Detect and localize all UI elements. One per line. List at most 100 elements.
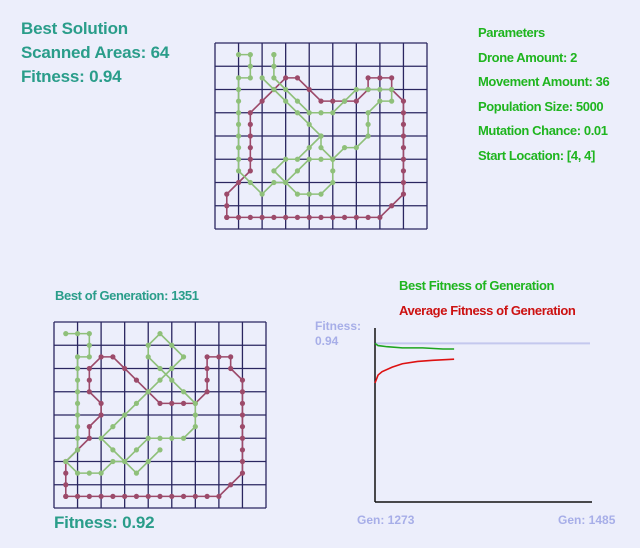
drone-1-waypoint (180, 389, 187, 395)
drone-2-waypoint (98, 354, 104, 360)
drone-1-waypoint (133, 447, 140, 453)
drone-2-waypoint (98, 412, 104, 418)
drone-1-waypoint (247, 52, 253, 58)
drone-2-waypoint (365, 75, 371, 81)
best-solution-grid (214, 42, 428, 230)
drone-2-waypoint (353, 98, 359, 104)
drone-1-waypoint (271, 63, 277, 69)
best-solution-title: Best Solution (21, 19, 128, 38)
drone-2-waypoint (216, 354, 222, 360)
drone-1-waypoint (294, 98, 301, 104)
drone-2-waypoint (192, 493, 198, 499)
drone-2-waypoint (400, 191, 407, 197)
drone-2-waypoint (400, 156, 407, 162)
drone-2-waypoint (228, 354, 234, 360)
drone-1-waypoint (157, 377, 163, 383)
drone-2-waypoint (318, 214, 324, 220)
generation-title: Best of Generation: 1351 (55, 288, 199, 303)
drone-1-waypoint (365, 110, 371, 116)
drone-1-waypoint (145, 458, 151, 465)
drone-1-waypoint (145, 389, 151, 395)
drone-1-waypoint (235, 86, 242, 93)
drone-1-waypoint (63, 458, 69, 465)
drone-2-waypoint (306, 86, 312, 93)
drone-2-waypoint (259, 214, 265, 220)
drone-1-waypoint (247, 75, 253, 81)
drone-2-waypoint (318, 98, 324, 104)
drone-1-waypoint (235, 156, 242, 162)
drone-2-waypoint (235, 179, 242, 186)
drone-1-waypoint (271, 179, 277, 186)
drone-1-waypoint (283, 86, 289, 93)
drone-2-waypoint (330, 98, 336, 104)
drone-1-waypoint (318, 156, 324, 162)
drone-2-waypoint (247, 214, 253, 220)
best-fitness-line (374, 342, 455, 350)
drone-1-segment-waypoint (271, 86, 277, 93)
drone-1-waypoint (192, 412, 198, 418)
drone-1-segment-waypoint (306, 121, 312, 127)
drone-2-waypoint (400, 145, 407, 151)
drone-2-waypoint (98, 400, 104, 406)
drone-2-waypoint (204, 493, 210, 499)
drone-1-waypoint (110, 447, 116, 453)
drone-2-waypoint (169, 493, 175, 499)
drone-1-waypoint (74, 435, 81, 441)
drone-1-waypoint (365, 121, 371, 127)
drone-2-waypoint (271, 214, 277, 220)
drone-amount-label: Drone Amount: 2 (478, 50, 577, 65)
drone-1-waypoint (98, 470, 104, 476)
drone-2-waypoint (235, 214, 242, 220)
drone-2-waypoint (204, 354, 210, 360)
drone-2-waypoint (259, 98, 265, 104)
drone-2-waypoint (224, 214, 230, 220)
drone-1-waypoint (353, 145, 359, 151)
drone-2-waypoint (377, 75, 383, 81)
drone-1-waypoint (271, 75, 277, 81)
drone-2-waypoint (247, 145, 253, 151)
drone-1-waypoint (133, 470, 140, 476)
drone-2-waypoint (86, 377, 92, 383)
drone-2-waypoint (169, 400, 175, 406)
drone-1-waypoint (192, 400, 198, 406)
mutation-chance-label: Mutation Chance: 0.01 (478, 123, 608, 138)
drone-1-waypoint (145, 435, 151, 441)
fitness-chart (374, 328, 592, 503)
drone-1-segment-waypoint (283, 179, 289, 186)
drone-2-waypoint (122, 493, 128, 499)
drone-1-waypoint (169, 435, 175, 441)
start-location-label: Start Location: [4, 4] (478, 148, 595, 163)
drone-1-waypoint (235, 52, 242, 58)
drone-1-segment-waypoint (283, 98, 289, 104)
drone-2-waypoint (204, 377, 210, 383)
drone-1-waypoint (74, 354, 81, 360)
drone-1-waypoint (169, 377, 175, 383)
drone-2-waypoint (239, 458, 246, 465)
drone-2-waypoint (133, 377, 140, 383)
drone-1-waypoint (365, 86, 371, 93)
drone-2-waypoint (228, 482, 234, 488)
drone-1-waypoint (98, 435, 104, 441)
drone-2-waypoint (400, 133, 407, 139)
population-size-label: Population Size: 5000 (478, 99, 604, 114)
drone-1-waypoint (235, 168, 242, 174)
drone-1-segment-waypoint (294, 191, 301, 197)
drone-1-segment-waypoint (330, 179, 336, 186)
chart-x-start-label: Gen: 1273 (357, 513, 415, 527)
drone-1-waypoint (318, 110, 324, 116)
drone-1-waypoint (74, 470, 81, 476)
drone-2-waypoint (157, 400, 163, 406)
drone-1-waypoint (377, 98, 383, 104)
drone-1-waypoint (74, 365, 81, 372)
drone-1-waypoint (157, 435, 163, 441)
drone-1-segment-waypoint (318, 145, 324, 151)
drone-1-waypoint (306, 156, 312, 162)
drone-1-segment-waypoint (306, 145, 312, 151)
drone-2-waypoint (400, 179, 407, 186)
drone-2-path (225, 77, 405, 219)
drone-1-waypoint (389, 86, 395, 93)
drone-1-waypoint (271, 52, 277, 58)
drone-1-waypoint (74, 424, 81, 430)
drone-1-waypoint (330, 110, 336, 116)
drone-1-waypoint (247, 179, 253, 186)
